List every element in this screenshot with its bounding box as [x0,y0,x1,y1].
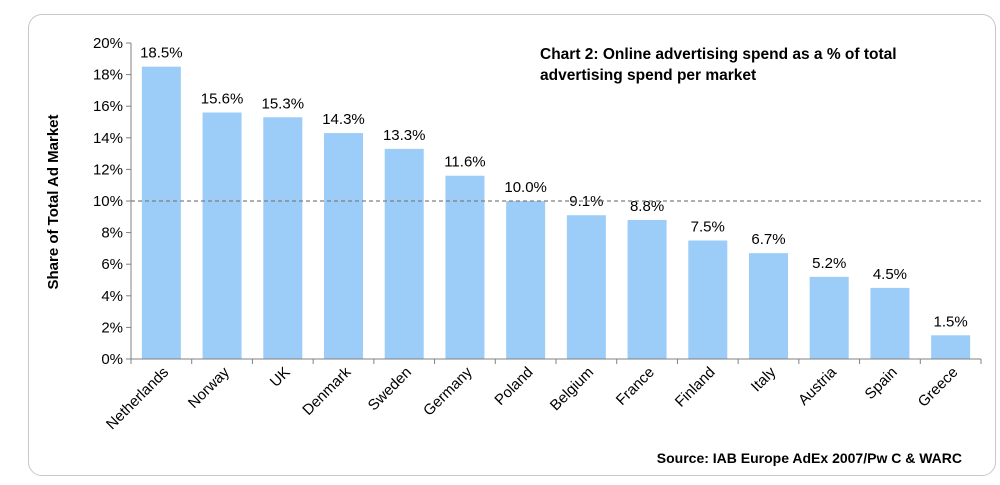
y-tick-label: 0% [101,351,123,368]
y-tick-label: 2% [101,319,123,336]
y-tick-label: 16% [93,98,123,115]
y-axis-label: Share of Total Ad Market [45,114,62,289]
bar-france [627,219,667,359]
bar-austria [809,276,849,359]
bar-germany [445,175,485,359]
plot-area: 0% 2% 4% 6% 8% 10% 12% 14% 16% 18% 20% 18.5% Netherl… [93,35,982,433]
y-tick-label: 4% [101,288,123,305]
data-label: 13.3% [383,127,426,144]
bar-belgium [566,215,606,359]
data-label: 7.5% [691,219,725,236]
bar-spain [870,287,910,359]
x-tick-label: Denmark [299,363,354,418]
data-label: 18.5% [140,45,183,62]
x-tick-label: Austria [795,363,840,408]
y-tick-label: 20% [93,35,123,52]
bar-greece [931,335,971,359]
x-tick-label: Germany [420,363,476,419]
data-label: 1.5% [934,313,968,330]
data-label: 14.3% [322,111,365,128]
x-tick-label: Sweden [365,364,415,414]
x-tick-label: France [613,364,658,409]
y-tick-label: 12% [93,161,123,178]
y-tick-label: 18% [93,67,123,84]
x-tick-label: Spain [862,364,901,403]
x-tick-label: Belgium [547,364,597,414]
chart-title-line-2: advertising spend per market [540,67,756,84]
data-label: 15.3% [262,95,305,112]
data-label: 5.2% [812,255,846,272]
bar-netherlands [141,66,181,359]
bar-italy [749,253,788,359]
y-tick-label: 14% [93,130,123,147]
data-label: 4.5% [873,266,907,283]
bar-uk [263,117,303,359]
data-label: 6.7% [751,231,785,248]
data-label: 8.8% [630,198,664,215]
x-tick-label: Finland [672,364,719,411]
x-tick-label: Greece [915,364,962,411]
x-tick-label: Poland [491,364,536,409]
x-tick-label: UK [267,364,294,391]
data-label: 10.0% [504,179,547,196]
data-label: 9.1% [569,193,603,210]
data-label: 15.6% [201,91,244,108]
bar-sweden [384,148,424,359]
bar-denmark [324,133,363,359]
x-tick-label: Italy [748,363,780,395]
x-tick-label: Netherlands [103,364,172,433]
bar-poland [506,201,546,359]
bar-norway [202,112,242,360]
y-tick-label: 6% [101,256,123,273]
x-tick-label: Norway [185,363,233,411]
y-tick-label: 10% [93,193,123,210]
bar-finland [688,240,728,359]
source-note: Source: IAB Europe AdEx 2007/Pw C & WARC [657,450,962,466]
chart-title-line-1: Chart 2: Online advertising spend as a %… [540,46,897,63]
data-label: 11.6% [444,154,485,171]
y-tick-label: 8% [101,225,123,242]
